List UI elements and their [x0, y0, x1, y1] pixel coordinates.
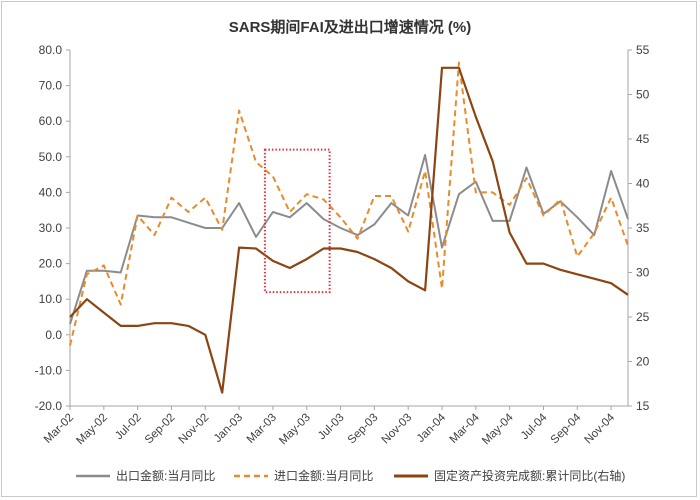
right-tick-label: 25 [636, 310, 650, 324]
right-tick-label: 50 [636, 88, 650, 102]
axes: 80.0 70.0 60.0 50.0 40.0 30.0 20.0 10.0 0.0 -10.0… [35, 43, 650, 447]
right-tick-label: 20 [636, 355, 650, 369]
left-tick-label: -10.0 [35, 363, 63, 377]
right-tick-label: 40 [636, 177, 650, 191]
x-tick-label: Nov-04 [583, 411, 618, 446]
left-tick-label: 70.0 [39, 79, 63, 93]
x-tick-label: Mar-03 [245, 412, 279, 446]
right-tick-label: 15 [636, 399, 650, 413]
right-tick-label: 45 [636, 132, 650, 146]
x-tick-label: Jan-04 [415, 411, 449, 445]
x-tick-label: Sep-03 [346, 412, 381, 447]
right-tick-label: 30 [636, 266, 650, 280]
plot-area [69, 61, 629, 394]
x-tick-label: Sep-02 [143, 412, 178, 447]
series-line-1 [69, 154, 629, 325]
chart-title: SARS期间FAI及进出口增速情况 (%) [229, 18, 472, 36]
left-tick-label: 40.0 [39, 185, 63, 199]
right-tick-label: 55 [636, 43, 650, 57]
left-tick-label: -20.0 [35, 399, 63, 413]
x-tick-label: Nov-03 [380, 412, 415, 447]
left-tick-label: 10.0 [39, 292, 63, 306]
series-line-3 [69, 66, 629, 394]
right-tick-label: 35 [636, 221, 650, 235]
x-tick-label: Jan-03 [212, 412, 245, 445]
x-tick-label: Jul-04 [519, 411, 550, 442]
left-tick-label: 0.0 [45, 328, 62, 342]
x-tick-label: Mar-02 [42, 412, 76, 446]
legend-label-1: 出口金额:当月同比 [116, 468, 215, 483]
x-tick-label: Jul-02 [113, 412, 144, 443]
x-tick-label: May-02 [74, 412, 110, 448]
legend-label-2: 进口金额:当月同比 [274, 468, 373, 483]
series-line-2 [69, 61, 629, 346]
x-tick-label: Mar-04 [448, 411, 483, 446]
x-tick-label: May-03 [277, 412, 313, 448]
legend: 出口金额:当月同比 进口金额:当月同比 固定资产投资完成额:累计同比(右轴) [76, 468, 625, 483]
highlight-box [263, 148, 331, 294]
left-tick-label: 30.0 [39, 221, 63, 235]
left-tick-label: 60.0 [39, 114, 63, 128]
x-tick-label: May-04 [480, 411, 516, 447]
legend-label-3: 固定资产投资完成额:累计同比(右轴) [434, 468, 625, 483]
left-tick-label: 50.0 [39, 150, 63, 164]
x-tick-label: Jul-03 [316, 412, 347, 443]
left-tick-label: 80.0 [39, 43, 63, 57]
left-tick-label: 20.0 [39, 257, 63, 271]
x-tick-label: Nov-02 [177, 412, 212, 447]
x-tick-label: Sep-04 [549, 411, 584, 446]
